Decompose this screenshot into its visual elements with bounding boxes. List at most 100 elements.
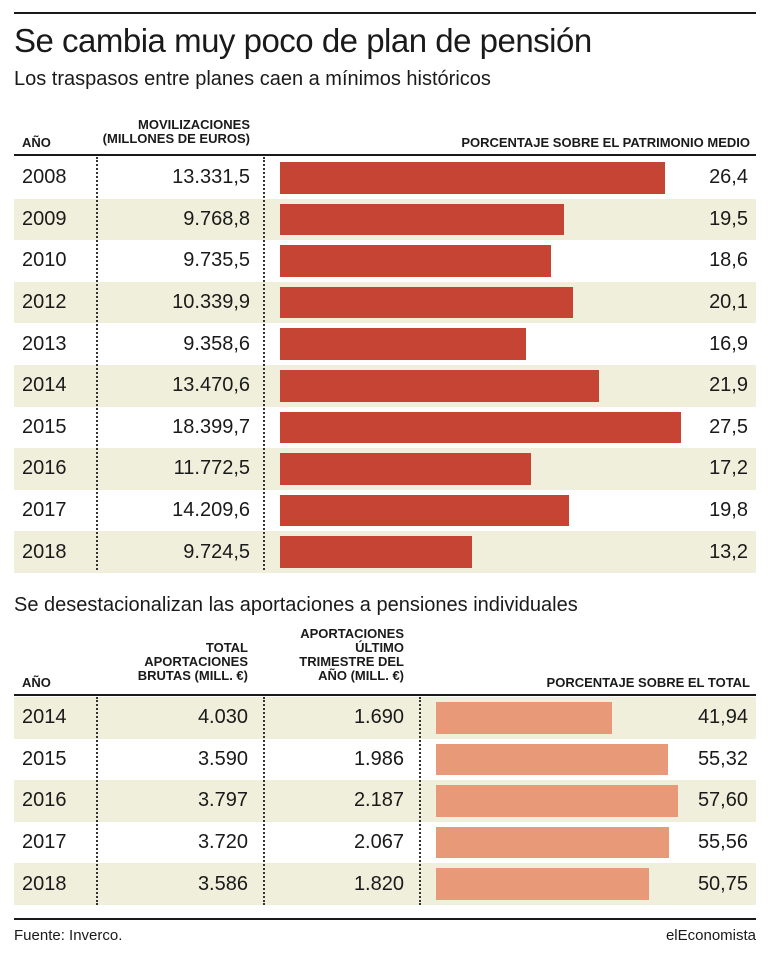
t1-value: 18,6	[709, 249, 748, 272]
t1-amount: 9.768,8	[183, 207, 250, 230]
t1-value: 26,4	[709, 166, 748, 189]
t2-header-total-line3: BRUTAS (MILL. €)	[137, 668, 248, 683]
t1-amount: 13.331,5	[172, 166, 250, 189]
t1-amount: 11.772,5	[173, 457, 250, 480]
t2-value: 55,32	[697, 747, 748, 770]
t2-header-total: TOTAL APORTACIONES BRUTAS (MILL. €)	[138, 641, 248, 683]
t1-amount: 9.724,5	[183, 540, 250, 563]
t2-year: 2015	[22, 747, 67, 770]
t1-bar	[280, 453, 531, 485]
t1-year: 2012	[22, 291, 67, 314]
t1-amount: 18.399,7	[172, 415, 250, 438]
t1-header-amount-line2: (MILLONES DE EUROS)	[102, 131, 250, 146]
t1-year: 2017	[22, 499, 67, 522]
t1-value: 19,8	[709, 499, 748, 522]
t2-value: 50,75	[697, 872, 748, 895]
t2-row: 2017 3.720 2.067 55,56	[14, 822, 756, 864]
t1-row: 2008 13.331,5 26,4	[14, 157, 756, 199]
t2-bar	[436, 826, 670, 859]
t2-q4: 2.067	[353, 831, 404, 854]
t1-year: 2009	[22, 207, 67, 230]
t1-year: 2010	[22, 249, 67, 272]
t1-row: 2014 13.470,6 21,9	[14, 365, 756, 407]
t1-year: 2018	[22, 540, 67, 563]
t1-header-year: AÑO	[22, 135, 51, 150]
t2-header-q4-line1: APORTACIONES	[300, 626, 404, 641]
t2-header-year: AÑO	[22, 675, 51, 690]
t2-bar	[436, 868, 650, 900]
t1-value: 20,1	[709, 291, 748, 314]
t1-year: 2015	[22, 415, 67, 438]
t1-bar	[280, 162, 665, 194]
section2-title: Se desestacionalizan las aportaciones a …	[14, 594, 578, 616]
t1-amount: 13.470,6	[172, 374, 250, 397]
t2-year: 2017	[22, 831, 67, 854]
t2-header-q4: APORTACIONES ÚLTIMO TRIMESTRE DEL AÑO (M…	[299, 627, 404, 683]
t1-divider-year	[96, 157, 98, 570]
t1-value: 16,9	[709, 332, 748, 355]
t2-header-q4-line4: AÑO (MILL. €)	[318, 668, 404, 683]
t1-year: 2008	[22, 166, 67, 189]
t2-header-rule	[14, 694, 756, 696]
t1-year: 2013	[22, 332, 67, 355]
source-note: Fuente: Inverco.	[14, 927, 123, 944]
table-aportaciones: 2014 4.030 1.690 41,94 2015 3.590 1.986 55,32 20…	[14, 697, 756, 905]
t2-header-q4-line2: ÚLTIMO	[355, 640, 404, 655]
t1-bar	[280, 286, 574, 319]
t2-row: 2015 3.590 1.986 55,32	[14, 739, 756, 781]
t2-value: 57,60	[697, 789, 748, 812]
t2-q4: 1.820	[353, 872, 404, 895]
t2-divider-total	[263, 697, 265, 905]
t1-bar	[280, 203, 565, 236]
chart-title: Se cambia muy poco de plan de pensión	[14, 22, 592, 59]
t1-row: 2017 14.209,6 19,8	[14, 490, 756, 532]
t1-bar	[280, 370, 600, 402]
t1-row: 2018 9.724,5 13,2	[14, 531, 756, 573]
t1-bar	[280, 411, 681, 444]
t2-row: 2018 3.586 1.820 50,75	[14, 863, 756, 905]
t1-amount: 9.735,5	[183, 249, 250, 272]
t1-header-rule	[14, 154, 756, 156]
t1-header-amount-line1: MOVILIZACIONES	[138, 117, 250, 132]
t1-amount: 14.209,6	[172, 499, 250, 522]
t2-value: 41,94	[697, 706, 748, 729]
t2-total: 3.720	[197, 831, 248, 854]
t2-bar	[436, 702, 613, 734]
t1-row: 2016 11.772,5 17,2	[14, 448, 756, 490]
t2-header-total-line2: APORTACIONES	[144, 654, 248, 669]
table-movilizaciones: 2008 13.331,5 26,4 2009 9.768,8 19,5 2010 9.735…	[14, 157, 756, 573]
top-rule	[14, 12, 756, 14]
t1-header-amount: MOVILIZACIONES (MILLONES DE EUROS)	[103, 118, 250, 146]
t2-row: 2014 4.030 1.690 41,94	[14, 697, 756, 739]
t2-year: 2014	[22, 706, 67, 729]
t2-value: 55,56	[697, 831, 748, 854]
t1-value: 17,2	[709, 457, 748, 480]
t2-header-total-line1: TOTAL	[205, 640, 248, 655]
t1-divider-amount	[263, 157, 265, 570]
t1-year: 2016	[22, 457, 67, 480]
t1-value: 21,9	[709, 374, 748, 397]
t1-bar	[280, 245, 552, 277]
t1-row: 2009 9.768,8 19,5	[14, 198, 756, 241]
t1-row: 2010 9.735,5 18,6	[14, 240, 756, 282]
t2-q4: 1.690	[353, 706, 404, 729]
t1-row: 2012 10.339,9 20,1	[14, 281, 756, 324]
t1-row: 2013 9.358,6 16,9	[14, 323, 756, 365]
t1-bar	[280, 536, 473, 568]
t1-year: 2014	[22, 374, 67, 397]
t2-row: 2016 3.797 2.187 57,60	[14, 780, 756, 822]
t1-value: 19,5	[709, 207, 748, 230]
t2-header-q4-line3: TRIMESTRE DEL	[299, 654, 404, 669]
t2-divider-year	[96, 697, 98, 905]
t1-bar	[280, 328, 527, 360]
t1-bar	[280, 494, 569, 527]
t1-row: 2015 18.399,7 27,5	[14, 407, 756, 449]
t2-year: 2016	[22, 789, 67, 812]
t2-divider-q4	[419, 697, 421, 905]
t1-amount: 10.339,9	[172, 291, 250, 314]
t2-bar	[436, 743, 669, 776]
t2-year: 2018	[22, 872, 67, 895]
t2-total: 3.797	[197, 789, 248, 812]
t2-q4: 2.187	[353, 789, 404, 812]
brand-logo-text: elEconomista	[665, 927, 756, 944]
